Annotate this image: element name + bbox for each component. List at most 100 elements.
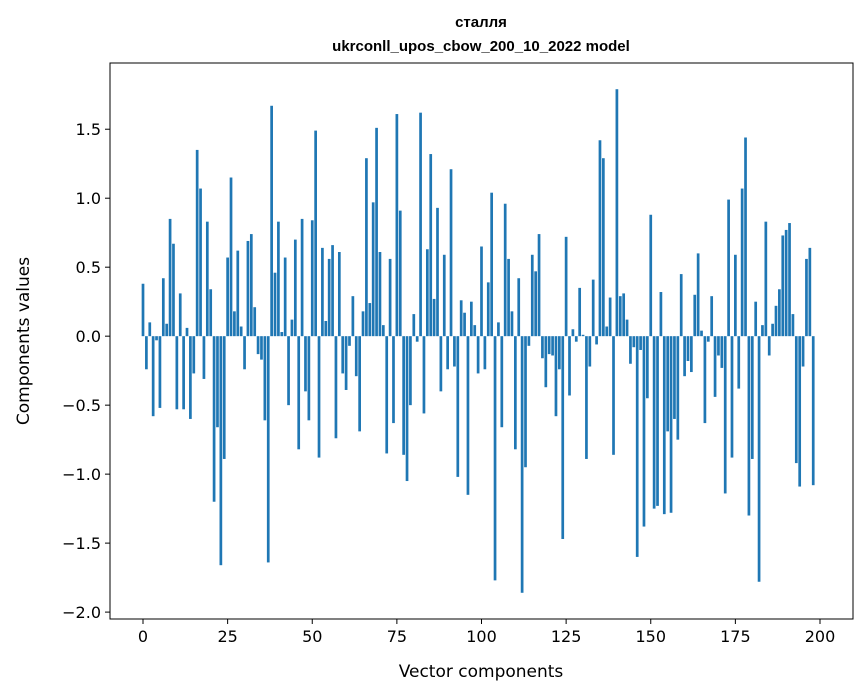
bar-80 [412,314,416,337]
y-tick-label: 0.5 [76,258,101,277]
bar-13 [185,327,189,337]
bar-109 [510,311,514,337]
bar-4 [155,336,158,341]
bar-193 [794,336,798,464]
bar-95 [463,312,466,337]
bar-159 [679,274,683,337]
bar-72 [385,336,389,454]
bar-130 [581,334,585,337]
bar-198 [811,336,815,486]
bar-81 [415,336,419,342]
bar-34 [256,336,260,355]
bar-134 [595,336,598,345]
bar-141 [618,296,622,337]
bar-178 [744,137,747,337]
bar-151 [652,336,656,509]
bar-132 [588,336,592,367]
bar-149 [646,336,649,399]
bar-174 [730,336,734,458]
bar-25 [226,257,229,337]
bar-21 [212,336,216,502]
bar-187 [774,305,778,337]
bar-41 [280,332,284,337]
bar-16 [195,149,199,337]
bar-143 [625,319,629,337]
x-tick-label: 75 [387,627,407,646]
x-axis-label: Vector components [399,662,564,682]
bar-170 [717,336,720,356]
bar-191 [788,223,791,337]
x-tick-label: 50 [302,627,322,646]
bar-35 [260,336,263,360]
bar-146 [635,336,639,557]
bar-36 [263,336,267,421]
bar-71 [381,325,385,337]
bar-120 [547,336,551,355]
bar-136 [602,158,605,337]
bar-64 [358,336,361,432]
bar-158 [676,336,680,440]
bar-150 [649,214,653,337]
bar-2 [148,322,152,337]
bar-89 [442,254,446,337]
bar-181 [754,301,758,337]
bar-98 [473,325,477,337]
bar-172 [723,336,727,494]
bar-137 [605,326,609,337]
bar-60 [344,336,348,390]
bar-57 [334,336,338,439]
bar-192 [791,314,795,337]
bar-93 [456,336,460,477]
bar-140 [615,89,619,337]
bar-115 [530,254,534,337]
bar-107 [503,203,507,337]
bar-139 [612,336,615,455]
bar-68 [371,202,375,337]
bar-39 [273,272,277,337]
bar-124 [561,336,565,539]
bar-186 [771,323,774,337]
bar-3 [151,336,155,417]
bar-42 [283,257,287,337]
bar-58 [337,252,341,337]
bar-152 [656,336,659,506]
bar-103 [490,192,494,337]
y-tick-label: −1.5 [62,534,101,553]
bar-56 [331,245,334,337]
bar-116 [534,271,538,337]
bar-45 [293,239,297,337]
bar-101 [483,336,487,370]
bar-48 [304,336,307,392]
bar-11 [178,293,182,337]
bar-169 [713,336,717,397]
y-axis: −2.0 −1.5 −1.0 −0.5 0.0 0.5 1.0 1.5 [62,120,110,622]
bar-99 [476,336,480,374]
bar-6 [161,278,165,337]
bar-83 [422,336,426,414]
bar-126 [568,336,571,396]
bar-184 [764,221,768,337]
bar-168 [710,296,714,337]
bar-59 [341,336,345,374]
bar-176 [737,336,741,389]
bar-162 [690,336,693,373]
bar-125 [564,236,568,337]
bar-194 [798,336,802,487]
bar-63 [354,336,358,377]
bar-54 [324,320,328,337]
bar-156 [669,336,673,513]
chart-subtitle: ukrconll_upos_cbow_200_10_2022 model [332,38,630,55]
bar-111 [517,278,521,337]
bar-138 [608,297,612,337]
bar-129 [578,287,582,337]
bar-175 [734,254,737,337]
bars-group [141,89,815,593]
bar-74 [392,336,395,424]
bar-121 [551,336,554,356]
y-tick-label: −2.0 [62,603,101,622]
bar-97 [469,301,473,337]
bar-157 [673,336,676,419]
bar-102 [486,282,490,337]
bar-70 [378,252,382,337]
y-tick-label: 1.5 [76,120,101,139]
